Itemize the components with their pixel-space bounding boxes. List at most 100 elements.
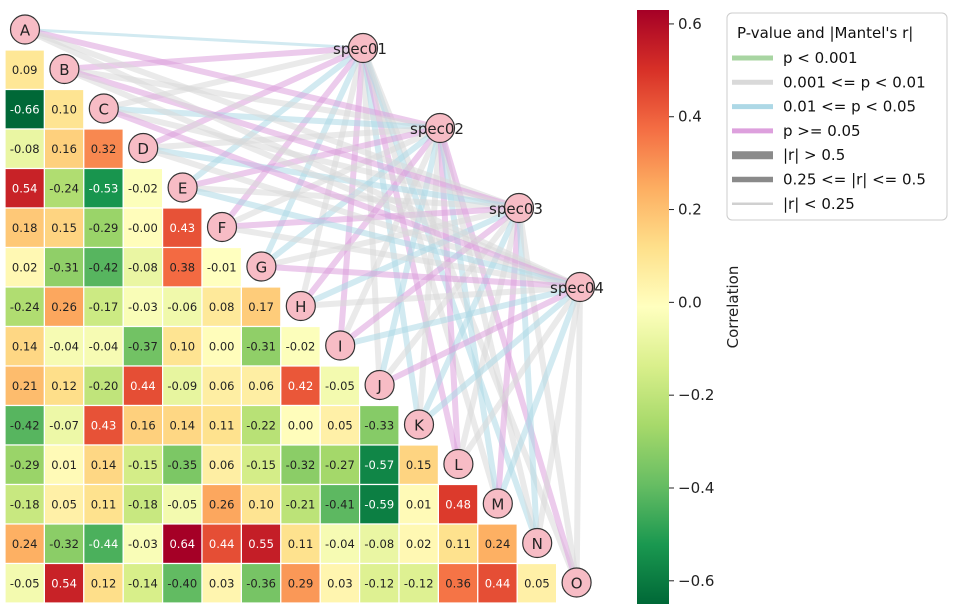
heatmap-cell-H-F: [201, 286, 243, 328]
heatmap-value: -0.00: [128, 221, 158, 235]
heatmap-value: 0.29: [288, 576, 314, 590]
link-spec03-D: [140, 145, 522, 211]
spec-nodes: spec01 spec02 spec03 spec04: [333, 32, 604, 303]
heatmap-value: 0.11: [209, 418, 235, 432]
heatmap-cell-O-K: [398, 562, 440, 604]
heatmap-cell-L-G: [240, 444, 282, 486]
link-spec04-G: [258, 263, 583, 290]
link-spec04-L: [455, 284, 583, 467]
spec-node-spec04: [564, 271, 596, 303]
heatmap-value: 0.48: [445, 497, 471, 511]
heatmap-cell-M-L: [437, 483, 479, 525]
variable-label: J: [376, 377, 381, 395]
link-spec03-A: [22, 26, 522, 211]
heatmap-value: -0.21: [286, 497, 316, 511]
heatmap-cell-J-F: [201, 365, 243, 407]
heatmap-value: -0.42: [10, 418, 40, 432]
variable-label: N: [532, 535, 543, 553]
heatmap-value: 0.01: [406, 497, 432, 511]
variable-node-o: [561, 567, 592, 598]
heatmap-cell-O-N: [516, 562, 558, 604]
heatmap-value: -0.22: [246, 418, 276, 432]
heatmap-cell-O-J: [359, 562, 400, 604]
legend-label: p < 0.001: [783, 49, 858, 67]
heatmap-cell-L-J: [359, 444, 400, 486]
heatmap-value: 0.16: [51, 142, 77, 156]
legend: P-value and |Mantel's r| p < 0.001 0.001 …: [726, 12, 948, 221]
heatmap-cell-G-D: [122, 246, 164, 288]
legend-title: P-value and |Mantel's r|: [737, 24, 913, 42]
variable-node-j: [364, 369, 395, 401]
heatmap-value: 0.24: [12, 537, 38, 551]
heatmap-value: 0.43: [91, 418, 117, 432]
heatmap-cell-K-A: [4, 404, 46, 446]
variable-node-h: [285, 290, 316, 322]
heatmap-value: 0.32: [91, 142, 117, 156]
spec-node-spec01: [347, 32, 379, 64]
heatmap-cell-I-F: [201, 325, 243, 367]
heatmap-cell-O-I: [319, 562, 361, 604]
heatmap-value: -0.01: [207, 260, 237, 274]
heatmap-cell-I-A: [4, 325, 46, 367]
heatmap-value: -0.57: [364, 458, 394, 472]
heatmap-value: 0.00: [288, 418, 314, 432]
correlation-heatmap: 0.09 -0.66 0.10 -0.08 0.16 0.32 0.54 -0.24 -0.53…: [4, 49, 558, 604]
colorbar-tick-label: 0.2: [678, 201, 702, 219]
spec-node-spec02: [424, 112, 456, 144]
heatmap-cell-N-M: [477, 523, 518, 565]
heatmap-cell-L-C: [83, 444, 124, 486]
heatmap-value: -0.40: [167, 576, 197, 590]
link-spec04-C: [100, 105, 583, 290]
heatmap-cell-O-D: [122, 562, 164, 604]
heatmap-value: -0.20: [89, 379, 119, 393]
heatmap-cell-J-B: [43, 365, 85, 407]
link-spec03-C: [100, 105, 522, 211]
heatmap-value: -0.37: [128, 339, 158, 353]
variable-node-c: [88, 93, 119, 124]
heatmap-value: 0.16: [130, 418, 156, 432]
heatmap-cell-H-D: [122, 286, 164, 328]
variable-node-n: [522, 527, 553, 559]
heatmap-value: -0.07: [49, 418, 79, 432]
heatmap-value: -0.33: [364, 418, 394, 432]
legend-frame: [726, 12, 948, 221]
heatmap-value: -0.59: [364, 497, 394, 511]
variable-label: M: [491, 496, 504, 514]
spec-label: spec01: [333, 40, 387, 58]
heatmap-cell-M-F: [201, 483, 243, 525]
heatmap-value: 0.15: [406, 458, 432, 472]
variable-node-d: [128, 132, 159, 164]
heatmap-cell-E-A: [4, 167, 46, 209]
link-spec04-I: [337, 284, 583, 349]
variable-label: O: [571, 575, 583, 593]
heatmap-value: -0.05: [167, 497, 197, 511]
heatmap-cell-M-B: [43, 483, 85, 525]
heatmap-cell-L-K: [398, 444, 440, 486]
heatmap-cell-I-D: [122, 325, 164, 367]
heatmap-value: 0.36: [445, 576, 471, 590]
heatmap-cell-K-J: [359, 404, 400, 446]
heatmap-value: -0.15: [128, 458, 158, 472]
heatmap-value: 0.14: [169, 418, 195, 432]
heatmap-cell-M-E: [162, 483, 203, 525]
heatmap-cell-I-C: [83, 325, 124, 367]
heatmap-cell-N-B: [43, 523, 85, 565]
spec-label: spec03: [489, 200, 543, 218]
heatmap-value: -0.17: [89, 300, 119, 314]
variable-label: F: [218, 219, 227, 237]
heatmap-cell-I-H: [280, 325, 321, 367]
link-spec04-J: [376, 284, 583, 388]
variable-label: G: [256, 259, 268, 277]
legend-label: p >= 0.05: [783, 122, 861, 140]
heatmap-cell-M-A: [4, 483, 46, 525]
heatmap-value: -0.66: [10, 102, 40, 116]
heatmap-value: 0.54: [51, 576, 77, 590]
heatmap-value: 0.12: [51, 379, 77, 393]
legend-label: |r| < 0.25: [783, 195, 855, 213]
heatmap-value: -0.08: [364, 537, 394, 551]
heatmap-value: -0.29: [10, 458, 40, 472]
heatmap-value: 0.14: [12, 339, 38, 353]
heatmap-cell-L-E: [162, 444, 203, 486]
link-spec04-M: [494, 284, 583, 507]
